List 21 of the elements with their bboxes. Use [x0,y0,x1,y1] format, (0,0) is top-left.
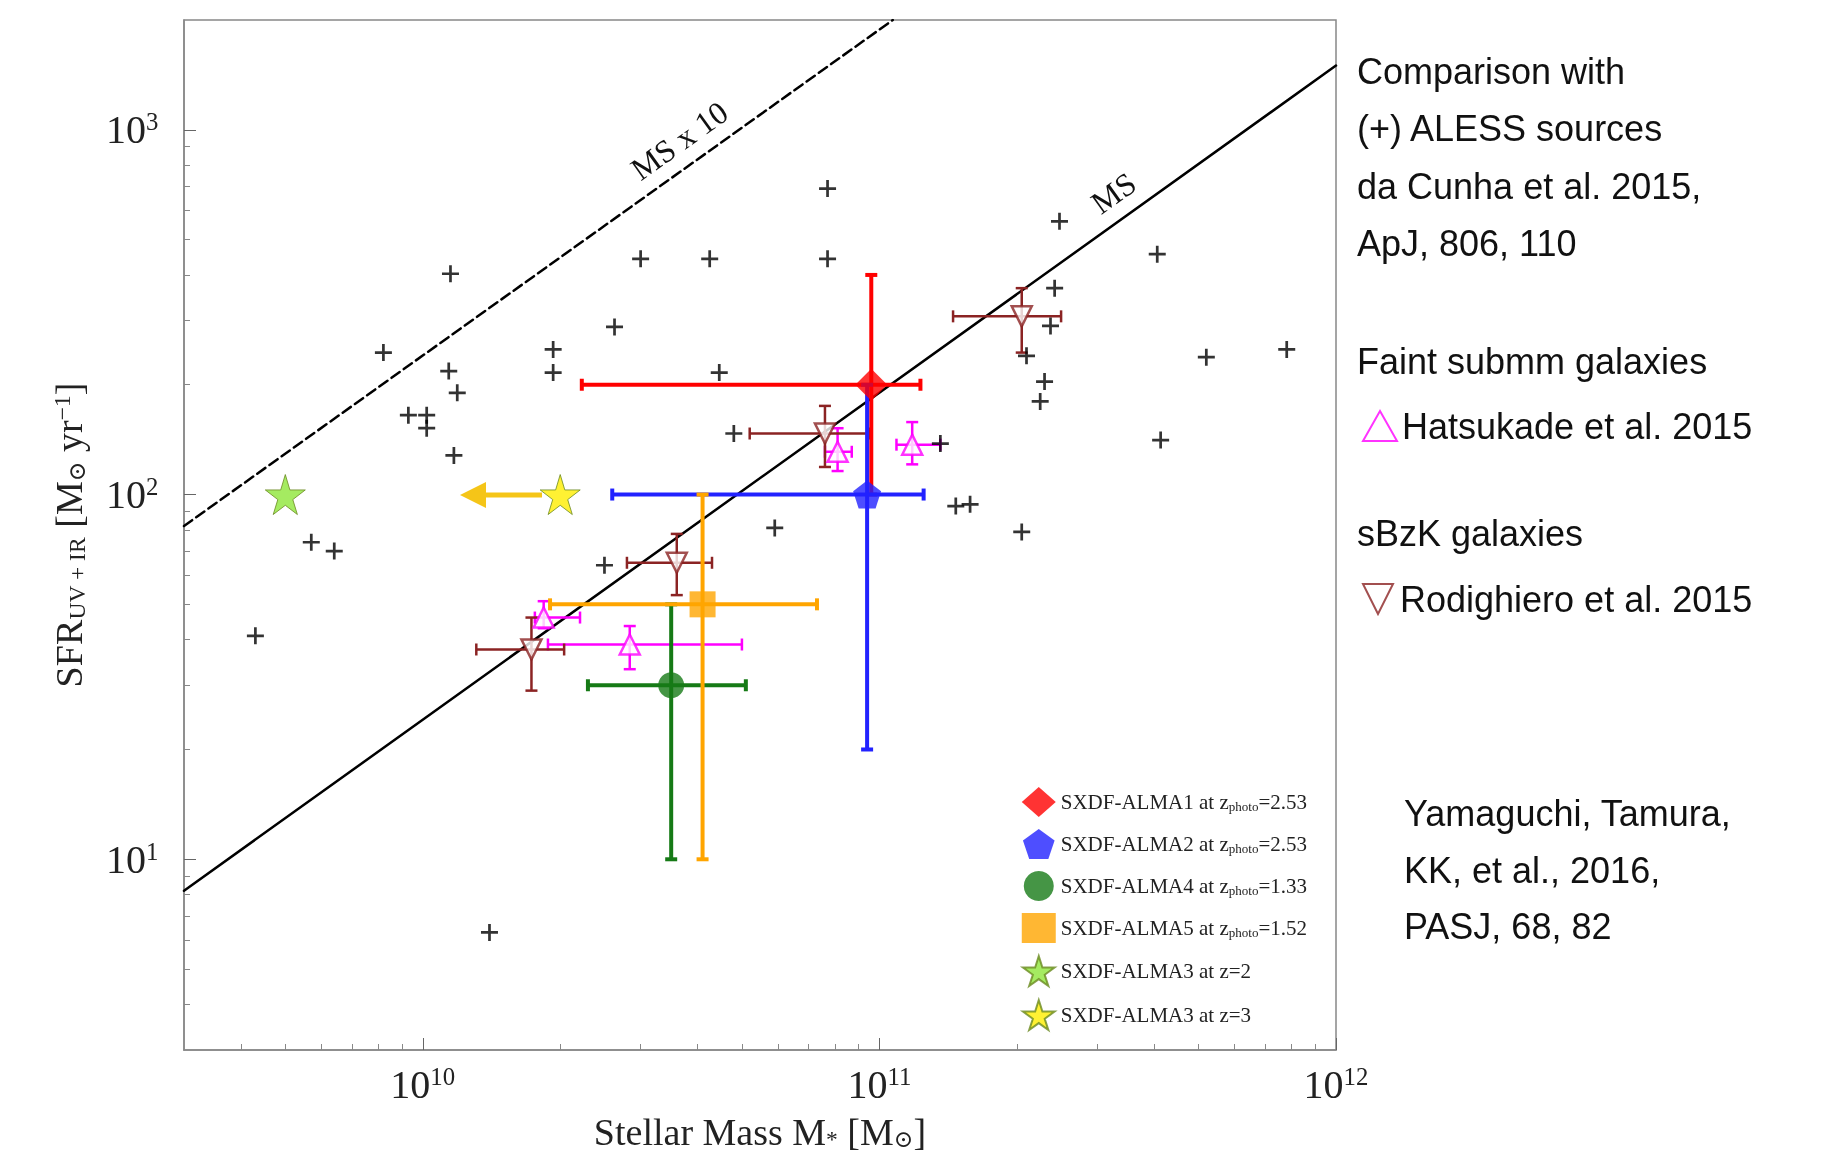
legend-label: Rodighiero et al. 2015 [1400,578,1753,620]
legend-label: Hatsukade et al. 2015 [1402,405,1753,447]
text: Faint submm galaxies [1357,340,1708,382]
text: Yamaguchi, Tamura, [1404,792,1731,834]
legend-label: SXDF-ALMA3 at z=2 [1060,959,1252,983]
text: PASJ, 68, 82 [1404,905,1612,947]
x-axis-title: Stellar Mass M* [M⊙] [593,1110,927,1153]
annotation: MS x 10 [623,93,735,188]
legend-label: SXDF-ALMA2 at zphoto=2.53 [1060,832,1307,856]
legend-label: SXDF-ALMA1 at zphoto=2.53 [1060,790,1307,814]
y-axis-title: SFRUV + IR [M⊙ yr−1] [48,382,91,688]
text: ApJ, 806, 110 [1357,222,1577,264]
text: da Cunha et al. 2015, [1357,165,1702,207]
legend-label: SXDF-ALMA4 at zphoto=1.33 [1060,874,1307,898]
text: Comparison with [1357,50,1626,92]
legend-label: SXDF-ALMA5 at zphoto=1.52 [1060,916,1307,940]
text: (+) ALESS sources [1357,107,1663,149]
annotation: MS [1084,164,1143,222]
legend-label: SXDF-ALMA3 at z=3 [1060,1003,1252,1027]
text: sBzK galaxies [1357,512,1584,554]
text: KK, et al., 2016, [1404,849,1661,891]
